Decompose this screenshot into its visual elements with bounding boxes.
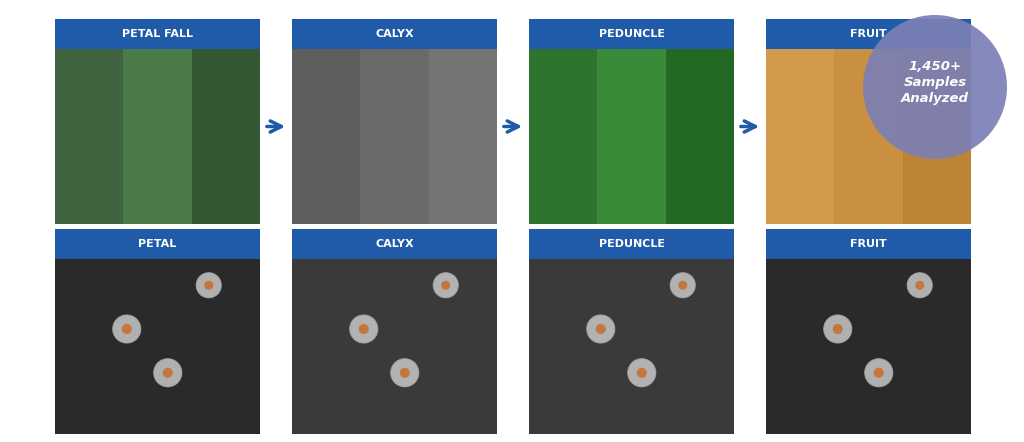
Text: FRUIT: FRUIT <box>850 29 887 39</box>
FancyBboxPatch shape <box>292 229 497 259</box>
Ellipse shape <box>863 15 1007 159</box>
FancyBboxPatch shape <box>191 19 260 224</box>
FancyBboxPatch shape <box>529 19 597 224</box>
FancyBboxPatch shape <box>429 19 497 224</box>
Circle shape <box>197 273 221 298</box>
FancyBboxPatch shape <box>766 229 971 259</box>
Circle shape <box>596 324 606 334</box>
FancyBboxPatch shape <box>666 19 734 224</box>
Circle shape <box>823 315 852 343</box>
FancyBboxPatch shape <box>835 19 903 224</box>
Circle shape <box>391 359 419 387</box>
Circle shape <box>399 368 410 378</box>
Circle shape <box>628 359 655 387</box>
Circle shape <box>864 359 893 387</box>
FancyBboxPatch shape <box>766 19 971 224</box>
FancyBboxPatch shape <box>55 19 123 224</box>
Circle shape <box>873 368 884 378</box>
FancyBboxPatch shape <box>292 19 497 224</box>
Circle shape <box>358 324 369 334</box>
FancyBboxPatch shape <box>903 19 971 224</box>
Circle shape <box>678 281 687 290</box>
Circle shape <box>122 324 132 334</box>
Circle shape <box>113 315 140 343</box>
Circle shape <box>671 273 695 298</box>
FancyBboxPatch shape <box>55 229 260 259</box>
FancyBboxPatch shape <box>292 229 497 434</box>
FancyBboxPatch shape <box>529 229 734 259</box>
FancyBboxPatch shape <box>766 229 971 434</box>
Circle shape <box>350 315 378 343</box>
Text: CALYX: CALYX <box>375 29 414 39</box>
FancyBboxPatch shape <box>597 19 666 224</box>
Text: FRUIT: FRUIT <box>850 239 887 249</box>
Text: PETAL: PETAL <box>138 239 176 249</box>
Circle shape <box>433 273 459 298</box>
FancyBboxPatch shape <box>123 19 191 224</box>
Circle shape <box>163 368 173 378</box>
Text: PEDUNCLE: PEDUNCLE <box>598 29 665 39</box>
Circle shape <box>587 315 614 343</box>
Circle shape <box>441 281 451 290</box>
FancyBboxPatch shape <box>360 19 429 224</box>
FancyBboxPatch shape <box>292 19 360 224</box>
FancyBboxPatch shape <box>292 19 497 49</box>
Circle shape <box>915 281 925 290</box>
FancyBboxPatch shape <box>55 19 260 224</box>
FancyBboxPatch shape <box>55 19 260 49</box>
FancyBboxPatch shape <box>529 229 734 434</box>
Text: CALYX: CALYX <box>375 239 414 249</box>
Circle shape <box>154 359 181 387</box>
Circle shape <box>907 273 932 298</box>
FancyBboxPatch shape <box>766 19 835 224</box>
FancyBboxPatch shape <box>766 19 971 49</box>
FancyBboxPatch shape <box>529 19 734 49</box>
Text: PETAL FALL: PETAL FALL <box>122 29 193 39</box>
FancyBboxPatch shape <box>529 19 734 224</box>
Circle shape <box>833 324 843 334</box>
Text: PEDUNCLE: PEDUNCLE <box>598 239 665 249</box>
FancyBboxPatch shape <box>55 229 260 434</box>
Text: 1,450+
Samples
Analyzed: 1,450+ Samples Analyzed <box>901 60 969 104</box>
Circle shape <box>204 281 213 290</box>
Circle shape <box>637 368 647 378</box>
